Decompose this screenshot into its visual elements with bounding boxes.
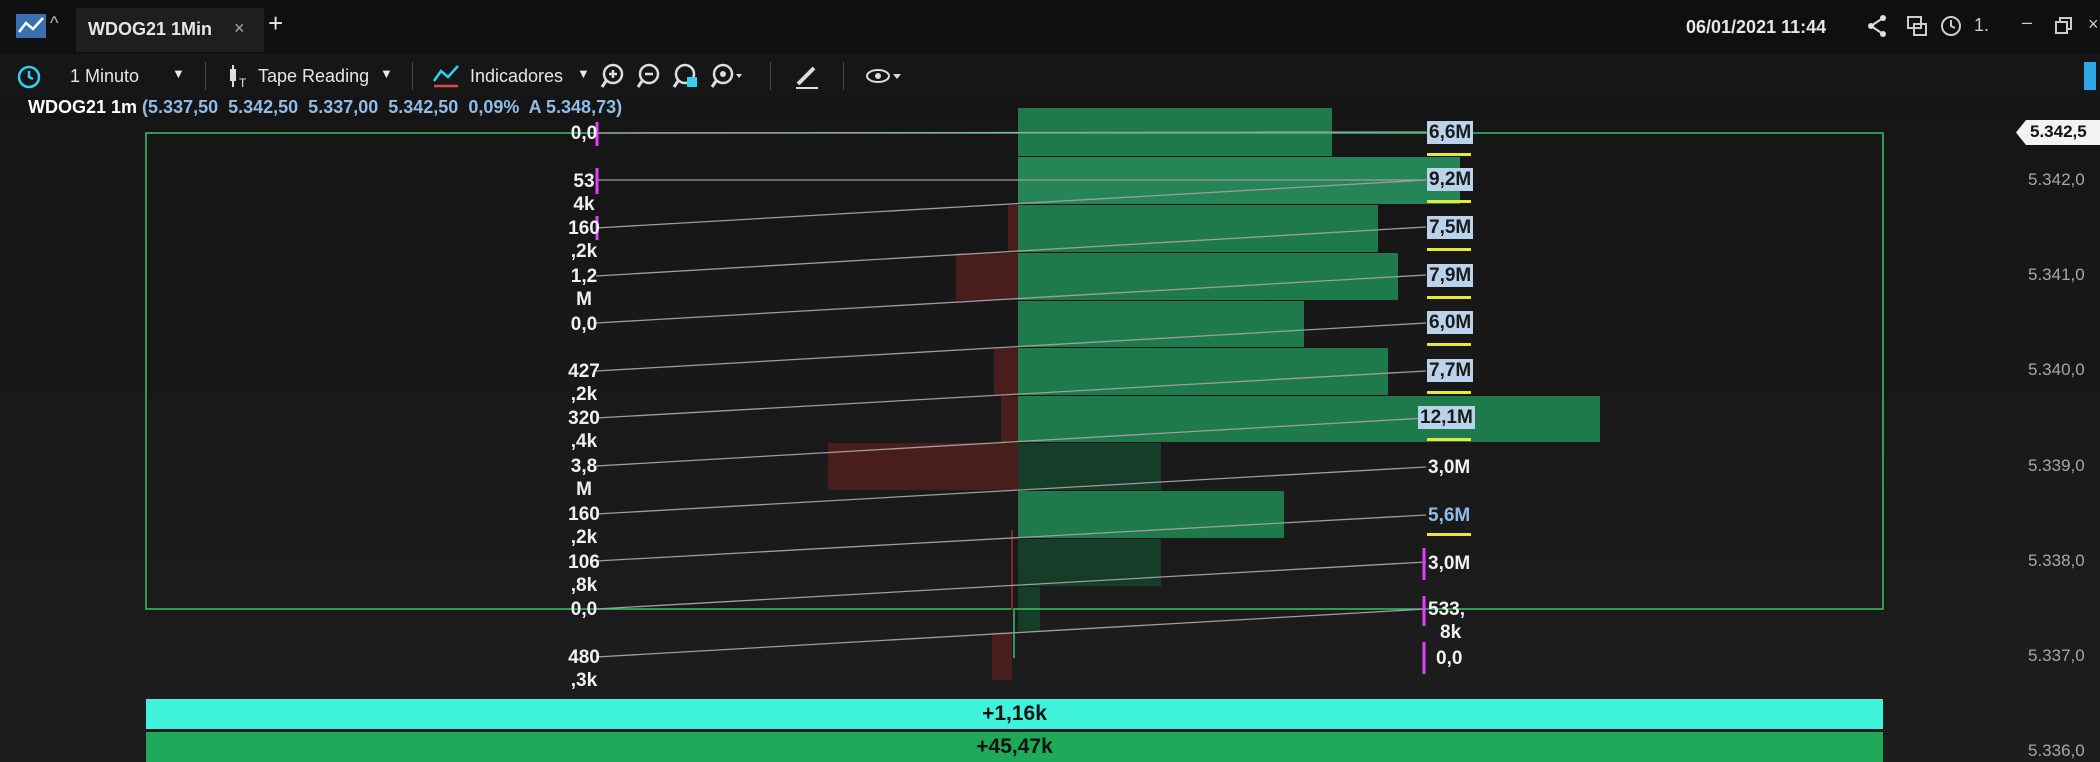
price-level: 5.341,0 [2028,265,2085,284]
pencil-icon[interactable] [794,62,822,95]
chevron-down-icon[interactable]: ▼ [380,66,393,81]
right-label: 7,7M [1427,359,1474,382]
volume-bar-buy [1018,205,1378,252]
close-icon[interactable]: × [234,18,245,38]
volume-bar-buy [1018,443,1161,490]
toolbar-divider [843,62,844,90]
side-panel-toggle[interactable] [2084,62,2096,90]
tape-reading-select[interactable]: Tape Reading [258,66,370,86]
right-label: 9,2M [1427,168,1474,191]
volume-bar-buy [1018,348,1388,395]
left-label: 106,8k [568,552,600,596]
volume-bar-sell [1001,396,1018,442]
candle-icon[interactable]: T [225,63,249,94]
summary-delta: +1,16k [146,699,1883,729]
right-label: 7,9M [1427,264,1474,287]
left-label: 160,2k [568,504,600,548]
price-level: 5.340,0 [2028,360,2085,379]
left-label: 0,0 [570,123,598,144]
current-price: 5.342,5 [2030,122,2087,141]
left-label: 1,2 M [570,266,598,310]
chevron-up-icon[interactable]: ^ [50,13,59,33]
left-label: 320,4k [568,408,600,452]
share-icon[interactable] [1866,14,1888,43]
left-label: 0,0 [570,599,598,620]
svg-text:T: T [239,76,247,89]
left-label: 3,8 M [570,456,598,500]
summary-total: +45,47k [146,732,1883,762]
left-label: 160,2k [568,218,600,262]
price-level: 5.336,0 [2028,741,2085,760]
volume-bar-buy [1018,253,1398,300]
link-window-icon[interactable] [1906,15,1928,42]
price-level: 5.339,0 [2028,456,2085,475]
volume-bar-buy [1018,301,1304,347]
current-price-tag: 5.342,5 [2016,120,2100,145]
right-label: 5,6M [1428,505,1471,526]
volume-bar-sell [992,632,1012,680]
close-window-icon[interactable]: × [2088,14,2099,34]
zoom-auto-icon[interactable] [710,62,744,95]
zoom-out-icon[interactable] [636,62,664,95]
zoom-in-icon[interactable] [600,62,628,95]
right-label: 12,1M [1418,406,1475,429]
restore-icon[interactable] [2054,16,2074,41]
add-tab-icon[interactable]: + [268,8,284,38]
tab-title: WDOG21 1Min [88,19,213,39]
tab-chart[interactable]: WDOG21 1Min × [76,8,264,52]
interval-select[interactable]: 1 Minuto [70,66,140,86]
right-label: 3,0M [1428,553,1471,574]
clock-icon[interactable] [1940,15,1962,42]
left-label: 427,2k [568,361,600,405]
toolbar-divider [770,62,771,90]
right-label: 7,5M [1427,216,1474,239]
instance-number: 1. [1974,15,1990,35]
left-label: 53 4k [573,171,595,215]
toolbar-divider [412,62,413,90]
ohlc-values: (5.337,50 5.342,50 5.337,00 5.342,50 0,0… [142,97,623,117]
price-level: 5.342,0 [2028,170,2085,189]
volume-bar-sell [1008,205,1018,252]
right-label: 3,0M [1428,457,1471,478]
indicators-select[interactable]: Indicadores [470,66,564,86]
symbol-info: WDOG21 1m (5.337,50 5.342,50 5.337,00 5.… [28,97,622,118]
price-level: 5.338,0 [2028,551,2085,570]
volume-bar-sell [956,253,1018,300]
chevron-down-icon[interactable]: ▼ [577,66,590,81]
indicator-icon[interactable] [432,63,460,94]
volume-bar-buy [1018,396,1600,442]
clock-interval-icon[interactable] [16,64,42,95]
left-label: 480,3k [568,647,600,691]
zoom-fit-icon[interactable] [672,62,700,95]
right-label: 6,6M [1427,121,1474,144]
left-label: 0,0 [570,314,598,335]
symbol-label: WDOG21 1m [28,97,138,117]
datetime: 06/01/2021 11:44 [1686,17,1827,37]
toolbar: 1 Minuto ▼ T Tape Reading ▼ Indicadores … [0,54,2100,97]
volume-bar-sell [994,348,1018,395]
price-level: 5.337,0 [2028,646,2085,665]
chevron-down-icon[interactable]: ▼ [172,66,185,81]
tab-bar: ^ WDOG21 1Min × + 06/01/2021 11:44 1. – … [0,0,2100,54]
eye-icon[interactable] [865,66,903,91]
right-label: 533, 8k [1428,599,1465,643]
right-label: 0,0 [1436,648,1463,669]
toolbar-divider [205,62,206,90]
right-label: 6,0M [1427,311,1474,334]
minimize-icon[interactable]: – [2022,12,2033,32]
app-logo-icon[interactable] [16,14,46,38]
